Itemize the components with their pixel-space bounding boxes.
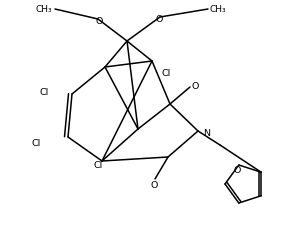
Text: CH₃: CH₃ — [35, 5, 52, 14]
Text: Cl: Cl — [32, 138, 41, 147]
Text: Cl: Cl — [40, 87, 49, 96]
Text: N: N — [203, 128, 210, 137]
Text: Cl: Cl — [162, 68, 171, 77]
Text: O: O — [233, 166, 240, 175]
Text: Cl: Cl — [94, 160, 103, 169]
Text: CH₃: CH₃ — [210, 5, 227, 14]
Text: O: O — [155, 14, 163, 23]
Text: O: O — [150, 181, 158, 190]
Text: O: O — [95, 16, 103, 25]
Text: O: O — [191, 81, 199, 90]
